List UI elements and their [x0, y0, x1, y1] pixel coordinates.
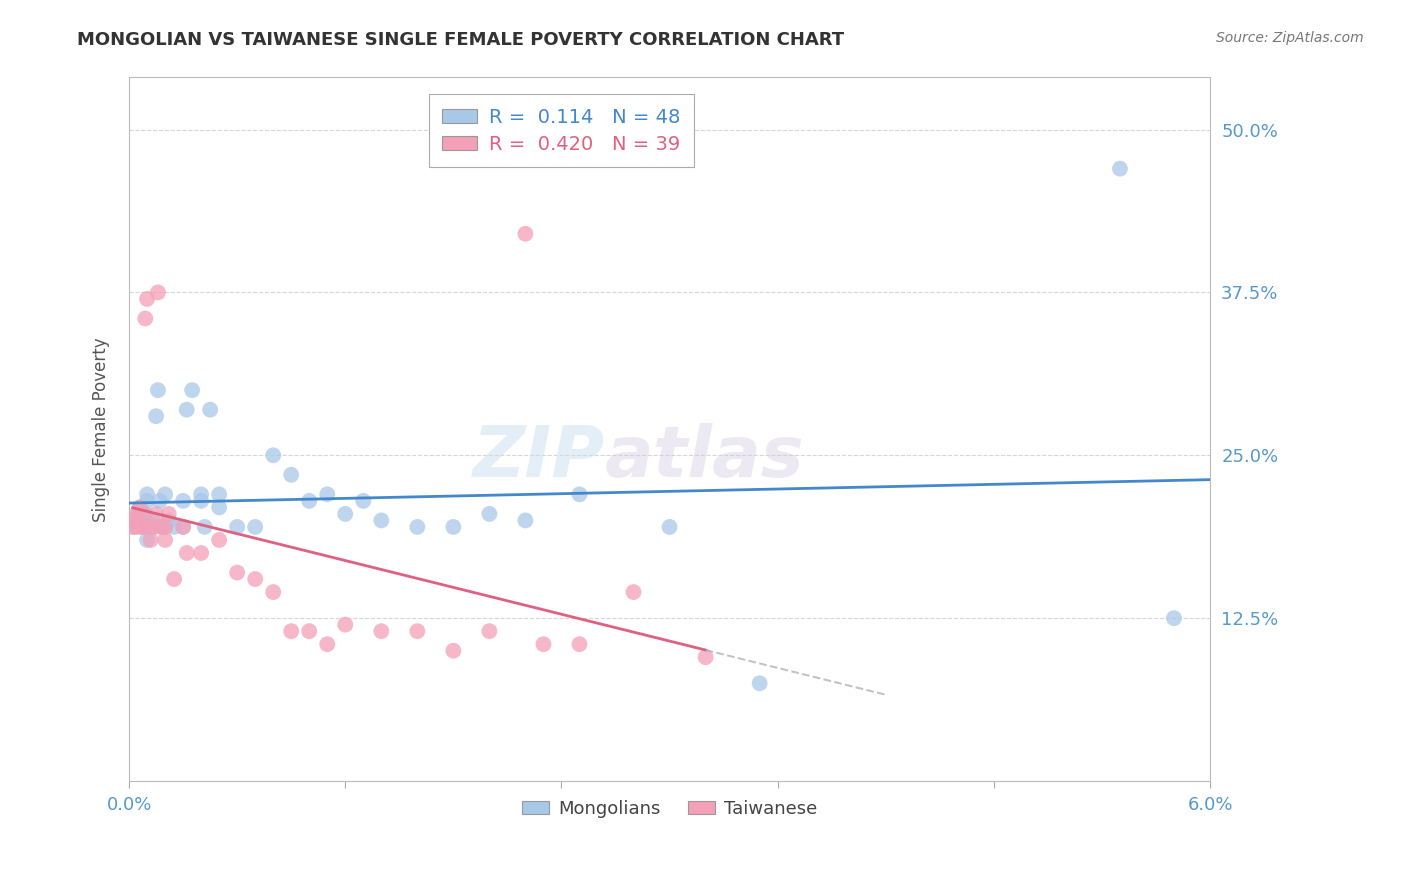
- Point: [131, 513, 153, 527]
- Point: [153, 487, 176, 501]
- Point: [370, 513, 392, 527]
- Point: [208, 500, 231, 515]
- Point: [298, 494, 321, 508]
- Point: [515, 227, 537, 241]
- Point: [262, 585, 284, 599]
- Point: [149, 494, 172, 508]
- Point: [478, 624, 501, 639]
- Point: [198, 402, 221, 417]
- Point: [150, 520, 173, 534]
- Point: [226, 566, 249, 580]
- Point: [163, 520, 186, 534]
- Point: [316, 487, 339, 501]
- Point: [136, 533, 159, 547]
- Point: [181, 383, 204, 397]
- Point: [153, 533, 176, 547]
- Point: [145, 409, 167, 424]
- Point: [124, 513, 146, 527]
- Point: [153, 520, 176, 534]
- Point: [262, 448, 284, 462]
- Point: [131, 520, 153, 534]
- Point: [150, 520, 173, 534]
- Point: [533, 637, 555, 651]
- Point: [226, 520, 249, 534]
- Point: [208, 487, 231, 501]
- Point: [128, 500, 150, 515]
- Legend: Mongolians, Taiwanese: Mongolians, Taiwanese: [515, 792, 824, 825]
- Point: [127, 520, 149, 534]
- Point: [124, 520, 146, 534]
- Text: ZIP: ZIP: [472, 423, 605, 491]
- Point: [134, 507, 156, 521]
- Point: [153, 520, 176, 534]
- Point: [515, 513, 537, 527]
- Point: [352, 494, 374, 508]
- Point: [658, 520, 681, 534]
- Point: [568, 637, 591, 651]
- Point: [172, 520, 194, 534]
- Y-axis label: Single Female Poverty: Single Female Poverty: [93, 337, 110, 522]
- Point: [136, 494, 159, 508]
- Point: [370, 624, 392, 639]
- Point: [125, 507, 148, 521]
- Point: [143, 520, 166, 534]
- Point: [441, 520, 464, 534]
- Point: [190, 494, 212, 508]
- Point: [335, 507, 357, 521]
- Point: [134, 311, 156, 326]
- Point: [1163, 611, 1185, 625]
- Point: [1109, 161, 1132, 176]
- Point: [132, 507, 155, 521]
- Point: [139, 520, 162, 534]
- Point: [172, 520, 194, 534]
- Point: [141, 513, 163, 527]
- Text: MONGOLIAN VS TAIWANESE SINGLE FEMALE POVERTY CORRELATION CHART: MONGOLIAN VS TAIWANESE SINGLE FEMALE POV…: [77, 31, 845, 49]
- Point: [190, 487, 212, 501]
- Point: [176, 402, 198, 417]
- Point: [146, 285, 169, 300]
- Point: [748, 676, 770, 690]
- Point: [132, 520, 155, 534]
- Point: [280, 467, 302, 482]
- Point: [298, 624, 321, 639]
- Point: [194, 520, 217, 534]
- Point: [695, 650, 717, 665]
- Point: [136, 292, 159, 306]
- Point: [145, 507, 167, 521]
- Point: [568, 487, 591, 501]
- Point: [176, 546, 198, 560]
- Point: [172, 494, 194, 508]
- Point: [280, 624, 302, 639]
- Point: [157, 513, 180, 527]
- Point: [146, 383, 169, 397]
- Text: Source: ZipAtlas.com: Source: ZipAtlas.com: [1216, 31, 1364, 45]
- Point: [127, 507, 149, 521]
- Point: [157, 507, 180, 521]
- Point: [245, 520, 267, 534]
- Point: [190, 546, 212, 560]
- Point: [121, 520, 143, 534]
- Point: [335, 617, 357, 632]
- Point: [141, 520, 163, 534]
- Point: [406, 624, 429, 639]
- Point: [136, 520, 159, 534]
- Point: [128, 500, 150, 515]
- Point: [478, 507, 501, 521]
- Text: atlas: atlas: [605, 423, 804, 491]
- Point: [136, 487, 159, 501]
- Point: [208, 533, 231, 547]
- Point: [139, 533, 162, 547]
- Point: [406, 520, 429, 534]
- Point: [623, 585, 645, 599]
- Point: [441, 643, 464, 657]
- Point: [245, 572, 267, 586]
- Point: [163, 572, 186, 586]
- Point: [316, 637, 339, 651]
